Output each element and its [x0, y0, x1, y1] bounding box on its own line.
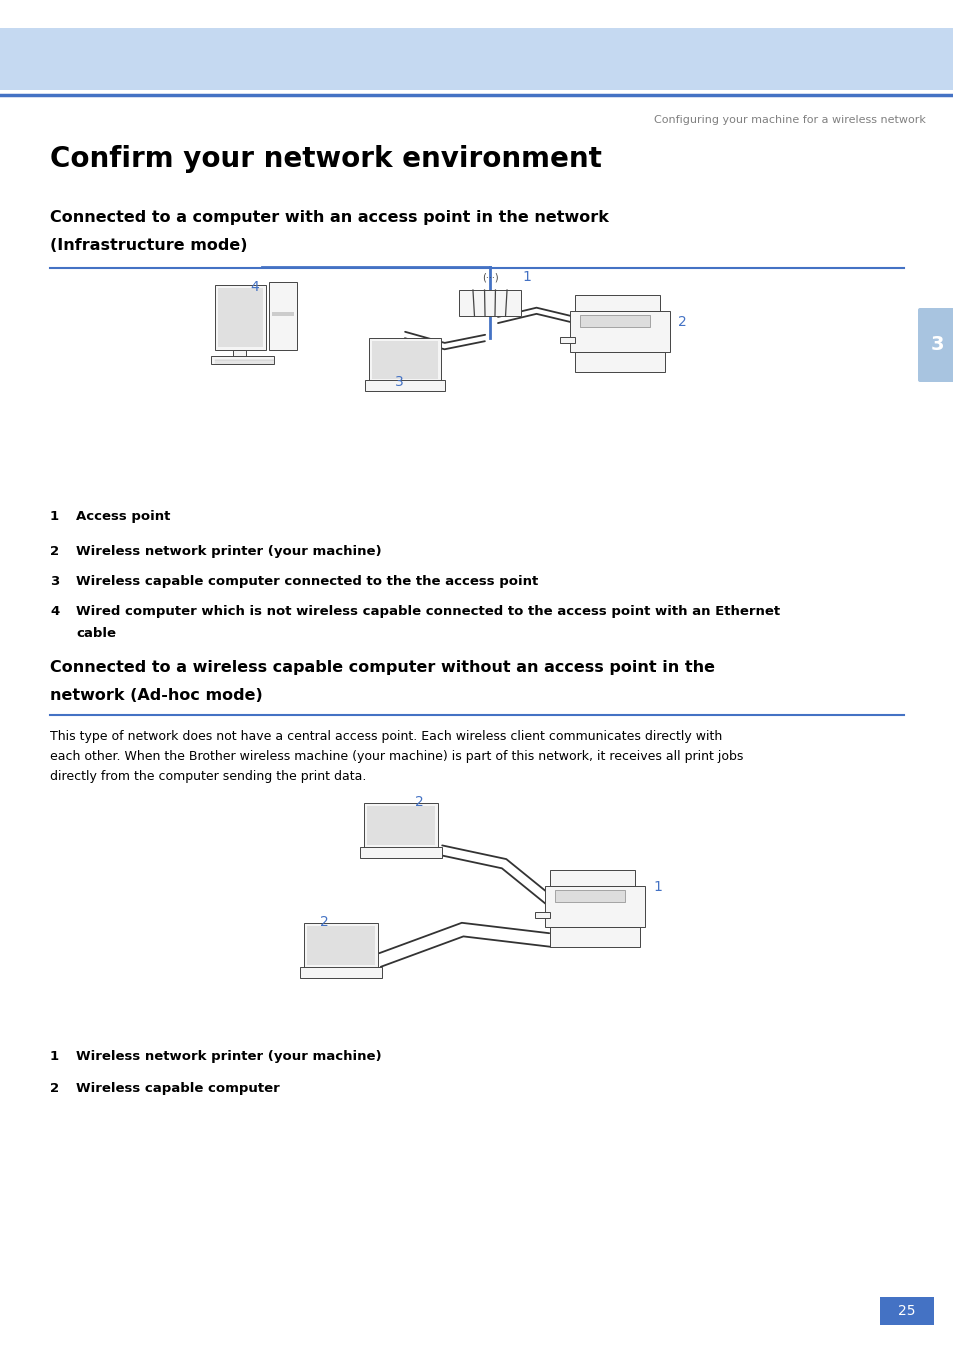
- Bar: [211, 356, 274, 363]
- Bar: [272, 312, 294, 316]
- Bar: [555, 890, 624, 902]
- Text: This type of network does not have a central access point. Each wireless client : This type of network does not have a cen…: [50, 730, 721, 742]
- Bar: [579, 315, 649, 327]
- Bar: [218, 288, 263, 347]
- Bar: [575, 296, 659, 312]
- Bar: [879, 1297, 933, 1324]
- Bar: [307, 926, 375, 965]
- Text: 3: 3: [929, 336, 943, 355]
- Text: Wireless network printer (your machine): Wireless network printer (your machine): [76, 545, 381, 558]
- Bar: [214, 285, 266, 350]
- FancyBboxPatch shape: [917, 308, 953, 382]
- Bar: [367, 806, 435, 845]
- Bar: [0, 0, 953, 28]
- Bar: [458, 290, 520, 316]
- Text: directly from the computer sending the print data.: directly from the computer sending the p…: [50, 769, 366, 783]
- Bar: [535, 913, 550, 918]
- Text: (···): (···): [481, 273, 497, 282]
- Bar: [550, 869, 635, 886]
- Text: Wireless capable computer connected to the the access point: Wireless capable computer connected to t…: [76, 575, 537, 589]
- Text: Wired computer which is not wireless capable connected to the access point with : Wired computer which is not wireless cap…: [76, 605, 780, 618]
- Text: (Infrastructure mode): (Infrastructure mode): [50, 238, 247, 252]
- Text: 4: 4: [50, 605, 59, 618]
- Text: 1: 1: [50, 1050, 59, 1062]
- Bar: [365, 379, 444, 390]
- Text: Wireless capable computer: Wireless capable computer: [76, 1081, 279, 1095]
- Bar: [269, 282, 296, 350]
- Text: Connected to a wireless capable computer without an access point in the: Connected to a wireless capable computer…: [50, 660, 714, 675]
- Bar: [364, 803, 437, 848]
- Text: 1: 1: [50, 510, 59, 522]
- Bar: [299, 967, 381, 977]
- Text: 1: 1: [521, 270, 530, 284]
- Text: 3: 3: [50, 575, 59, 589]
- Text: each other. When the Brother wireless machine (your machine) is part of this net: each other. When the Brother wireless ma…: [50, 751, 742, 763]
- Text: 2: 2: [50, 545, 59, 558]
- Text: network (Ad-hoc mode): network (Ad-hoc mode): [50, 688, 262, 703]
- Text: Confirm your network environment: Confirm your network environment: [50, 144, 601, 173]
- Text: 25: 25: [898, 1304, 915, 1318]
- Bar: [544, 886, 644, 926]
- Bar: [233, 350, 245, 359]
- Bar: [225, 358, 253, 360]
- Bar: [359, 846, 441, 857]
- Text: Access point: Access point: [76, 510, 171, 522]
- Bar: [550, 926, 639, 946]
- Bar: [575, 352, 664, 371]
- Text: 3: 3: [395, 375, 403, 389]
- Bar: [372, 342, 437, 378]
- Bar: [369, 338, 440, 382]
- Text: 2: 2: [678, 315, 686, 329]
- Text: 2: 2: [319, 915, 329, 929]
- Bar: [304, 923, 377, 968]
- Bar: [0, 0, 953, 90]
- Text: 4: 4: [250, 279, 258, 294]
- Text: Connected to a computer with an access point in the network: Connected to a computer with an access p…: [50, 211, 608, 225]
- Text: 2: 2: [415, 795, 423, 809]
- Text: Configuring your machine for a wireless network: Configuring your machine for a wireless …: [653, 115, 924, 126]
- Text: cable: cable: [76, 626, 116, 640]
- Text: 2: 2: [50, 1081, 59, 1095]
- Text: 1: 1: [652, 880, 661, 894]
- Text: Wireless network printer (your machine): Wireless network printer (your machine): [76, 1050, 381, 1062]
- Bar: [569, 312, 669, 352]
- Bar: [559, 338, 575, 343]
